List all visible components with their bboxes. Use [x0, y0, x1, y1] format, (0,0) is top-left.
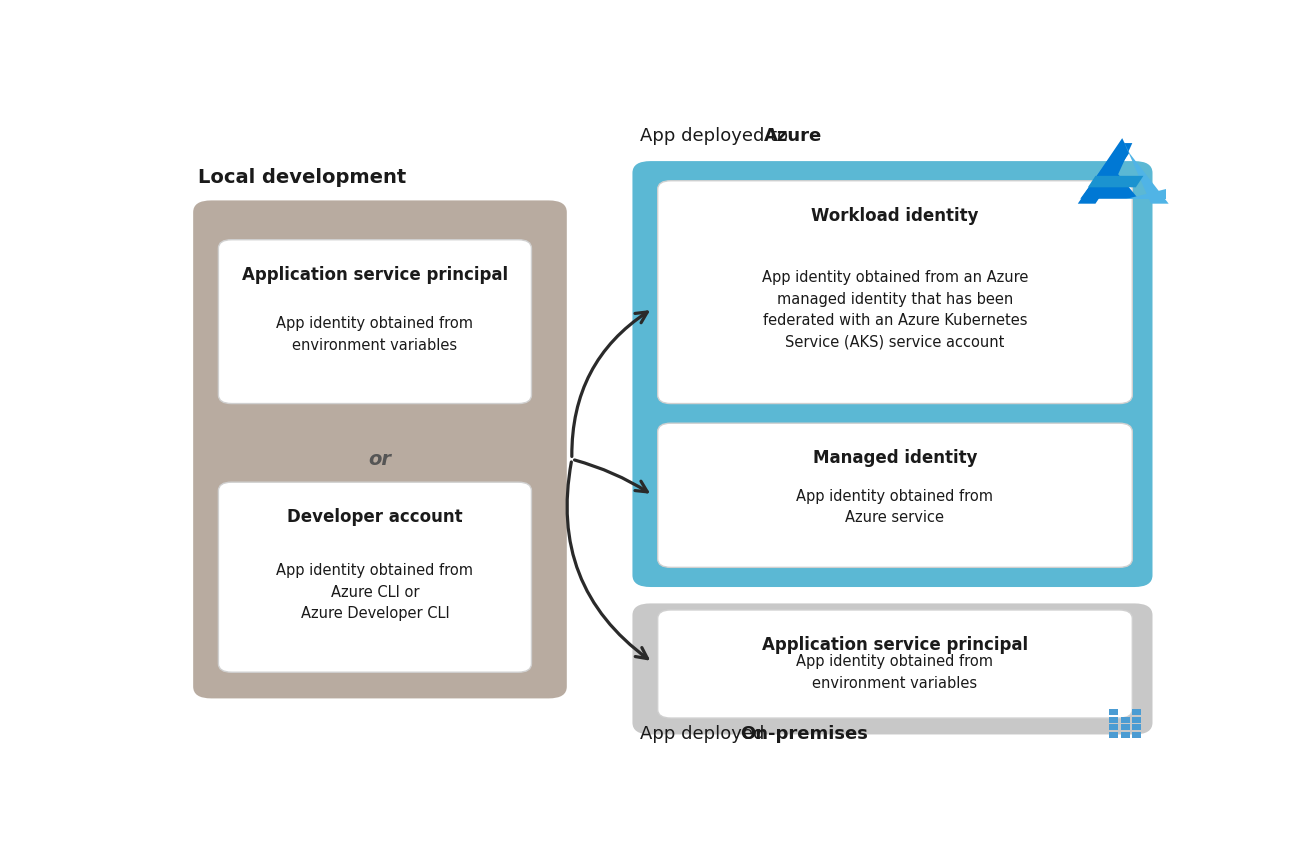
Bar: [1132, 710, 1141, 715]
Text: Developer account: Developer account: [287, 508, 463, 527]
Polygon shape: [1122, 138, 1169, 203]
Bar: [1121, 732, 1130, 738]
Text: App identity obtained from
Azure CLI or
Azure Developer CLI: App identity obtained from Azure CLI or …: [276, 563, 473, 621]
Text: Azure: Azure: [764, 127, 822, 145]
Bar: [1132, 717, 1141, 722]
FancyBboxPatch shape: [658, 180, 1132, 403]
Bar: [1132, 724, 1141, 730]
FancyBboxPatch shape: [658, 610, 1132, 718]
Text: App deployed to: App deployed to: [640, 127, 794, 145]
Text: App identity obtained from an Azure
managed identity that has been
federated wit: App identity obtained from an Azure mana…: [762, 270, 1028, 350]
Polygon shape: [1078, 138, 1130, 203]
Text: App identity obtained from
environment variables: App identity obtained from environment v…: [276, 317, 473, 353]
FancyBboxPatch shape: [219, 240, 532, 403]
Bar: [1109, 732, 1118, 738]
Text: or: or: [369, 449, 391, 469]
Bar: [1109, 710, 1118, 715]
FancyBboxPatch shape: [632, 161, 1153, 587]
Bar: [1109, 717, 1118, 722]
Text: App deployed: App deployed: [640, 725, 770, 743]
Bar: [1109, 724, 1118, 730]
FancyBboxPatch shape: [219, 483, 532, 672]
FancyBboxPatch shape: [658, 423, 1132, 568]
Bar: [1121, 717, 1130, 722]
FancyBboxPatch shape: [632, 603, 1153, 734]
FancyBboxPatch shape: [193, 201, 567, 699]
Text: App identity obtained from
Azure service: App identity obtained from Azure service: [796, 488, 993, 525]
Text: Managed identity: Managed identity: [813, 449, 977, 467]
Text: On-premises: On-premises: [740, 725, 868, 743]
Bar: [1132, 732, 1141, 738]
Polygon shape: [1126, 189, 1166, 199]
Text: Application service principal: Application service principal: [242, 266, 508, 284]
Polygon shape: [1080, 143, 1139, 199]
Text: Workload identity: Workload identity: [812, 207, 979, 225]
Polygon shape: [1088, 176, 1144, 187]
Text: App identity obtained from
environment variables: App identity obtained from environment v…: [796, 654, 993, 691]
Text: Local development: Local development: [198, 168, 407, 187]
Bar: [1121, 724, 1130, 730]
Text: Application service principal: Application service principal: [762, 637, 1028, 654]
